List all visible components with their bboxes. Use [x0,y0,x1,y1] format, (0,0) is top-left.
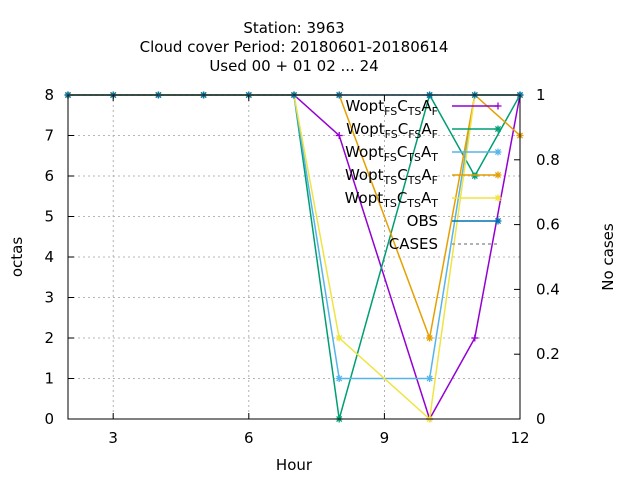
legend-label-part: FS [384,105,397,118]
legend-label-part: A [421,97,432,115]
x-axis-label: Hour [276,456,313,474]
chart-title-line: Cloud cover Period: 20180601-20180614 [140,38,449,56]
y2-tick-label: 0.4 [536,280,560,298]
y2-axis-label: No cases [599,223,617,291]
legend-label: CASES [389,235,438,253]
legend-label-part: TS [406,151,421,164]
legend-label-part: A [421,166,432,184]
legend-label: OBS [407,212,438,230]
legend-label-part: OBS [407,212,438,230]
legend-label-part: C [397,143,407,161]
x-tick-label: 9 [380,429,390,447]
legend-label-part: FS [384,151,397,164]
legend-item: OBS [407,212,502,230]
legend-marker [494,194,502,202]
y2-tick-label: 1 [536,86,546,104]
legend-label-part: TS [383,174,398,187]
y-tick-label: 2 [44,329,54,347]
y-tick-label: 4 [44,248,54,266]
y2-tick-label: 0.6 [536,216,560,234]
legend-label-part: F [432,105,438,118]
legend-label-part: Wopt [346,120,385,138]
legend-label-part: Wopt [345,189,384,207]
legend-label-part: C [397,189,407,207]
legend-label-part: TS [407,174,422,187]
legend-label-part: T [430,151,438,164]
x-tick-label: 12 [510,429,529,447]
legend-label-part: Wopt [345,166,384,184]
legend-marker [494,148,502,156]
legend-label-part: TS [406,197,421,210]
legend-label-part: TS [382,197,397,210]
series-line [68,94,520,380]
legend-label-part: FS [385,128,398,141]
legend-label-part: A [421,120,432,138]
legend-marker [494,217,502,225]
data-point [471,172,479,180]
legend-label-part: F [432,174,438,187]
data-point [471,334,479,342]
data-point [335,334,343,342]
y-axis-label: octas [8,237,26,277]
y-tick-label: 0 [44,410,54,428]
data-point [426,334,434,342]
legend-label-part: T [430,197,438,210]
legend-marker [494,125,502,133]
data-point [335,375,343,382]
y-tick-label: 1 [44,370,54,388]
legend-label-part: Wopt [346,97,385,115]
legend-label-part: CASES [389,235,438,253]
legend-item: WoptFSCFSAF [346,120,502,141]
legend-marker [494,102,502,110]
legend-marker [494,171,502,179]
x-tick-label: 3 [108,429,118,447]
chart-title-line: Used 00 + 01 02 ... 24 [209,57,378,75]
legend-label: WoptFSCTSAT [345,143,438,164]
legend-item: WoptTSCTSAT [345,189,502,210]
legend-label-part: F [432,128,438,141]
y-tick-label: 7 [44,127,54,145]
y-tick-label: 8 [44,86,54,104]
legend: WoptFSCTSAFWoptFSCFSAFWoptFSCTSATWoptTSC… [345,97,502,253]
legend-item: WoptFSCTSAT [345,143,502,164]
y2-tick-label: 0.8 [536,151,560,169]
legend-label-part: C [398,120,408,138]
chart-title-line: Station: 3963 [243,19,344,37]
legend-label-part: FS [408,128,421,141]
legend-item: WoptTSCTSAF [345,166,502,187]
legend-item: WoptFSCTSAF [346,97,502,118]
legend-label-part: TS [407,105,422,118]
legend-label: WoptFSCFSAF [346,120,438,141]
data-point [335,132,343,139]
legend-label-part: A [421,143,432,161]
legend-label: WoptFSCTSAF [346,97,438,118]
data-point [426,375,434,382]
x-tick-label: 6 [244,429,254,447]
legend-label: WoptTSCTSAT [345,189,439,210]
y-tick-label: 3 [44,289,54,307]
y2-tick-label: 0 [536,410,546,428]
grid [68,95,520,419]
legend-label: WoptTSCTSAF [345,166,438,187]
y-tick-label: 6 [44,167,54,185]
legend-label-part: C [397,166,407,184]
legend-item: CASES [389,235,498,253]
y-tick-label: 5 [44,208,54,226]
legend-label-part: Wopt [345,143,384,161]
y2-tick-label: 0.2 [536,345,560,363]
legend-label-part: C [397,97,407,115]
legend-label-part: A [421,189,432,207]
